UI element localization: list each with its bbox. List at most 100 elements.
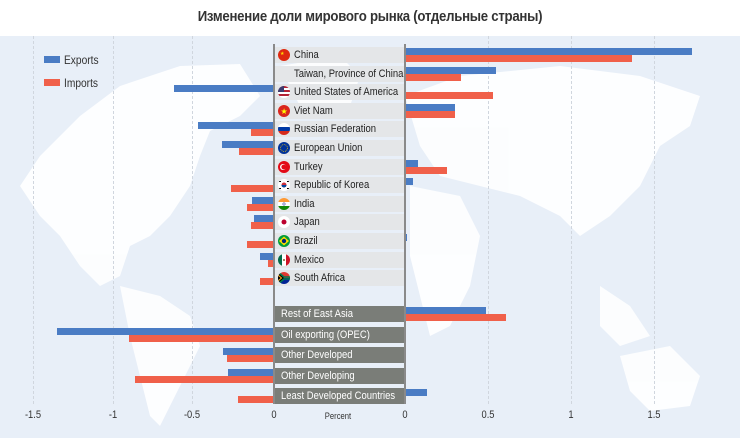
exports-bar-other-developing <box>228 368 273 376</box>
category-label-row: Least Developed Countries <box>275 388 405 405</box>
imports-bar-brazil <box>247 241 273 248</box>
category-label-row: Other Developed <box>275 347 405 364</box>
tick-right-1: 1 <box>568 409 574 421</box>
plot-area: Exports Imports ★ China Taiwan, Province o… <box>0 36 740 438</box>
category-label-row: ★ Viet Nam <box>275 102 405 119</box>
exports-bar-turkey <box>405 159 419 167</box>
category-label: Japan <box>294 216 320 229</box>
imports-bar-viet-nam <box>405 110 455 118</box>
legend-exports: Exports <box>44 48 105 71</box>
category-label: Least Developed Countries <box>281 390 396 403</box>
category-label-row: India <box>275 195 405 212</box>
south-africa-flag-icon <box>278 272 290 285</box>
category-label-row: Japan <box>275 214 405 231</box>
tick-left-0: 0 <box>271 409 277 421</box>
category-label: Taiwan, Province of China <box>294 67 404 80</box>
imports-bar-india <box>247 203 273 211</box>
legend-imports-label: Imports <box>64 75 99 90</box>
category-label: China <box>294 49 319 61</box>
category-label-row: Other Developing <box>275 367 405 384</box>
japan-flag-icon <box>278 216 290 229</box>
vietnam-flag-icon: ★ <box>278 104 290 117</box>
category-label-row: Rest of East Asia <box>275 306 405 322</box>
category-label-row: Turkey <box>275 158 405 175</box>
chart-title: Изменение доли мирового рынка (отдельные… <box>197 8 543 25</box>
category-label-row: European Union <box>275 140 405 156</box>
imports-bar-japan <box>250 222 273 230</box>
world-map-background <box>20 56 700 426</box>
imports-bar-russian-federation <box>250 129 273 137</box>
gridline-right-1.5 <box>654 36 655 404</box>
imports-bar-european-union <box>239 148 273 155</box>
tick-right-0.5: 0.5 <box>481 409 495 421</box>
exports-bar-mexico <box>260 252 273 260</box>
category-label-row: United States of America <box>275 84 405 101</box>
category-label-row: Mexico <box>275 251 405 268</box>
legend: Exports Imports <box>44 48 105 94</box>
category-label: India <box>294 197 315 210</box>
turkey-flag-icon <box>278 160 290 173</box>
category-label: Rest of East Asia <box>281 308 354 320</box>
x-axis-label: Percent <box>324 411 352 421</box>
mexico-flag-icon <box>278 253 290 266</box>
gridline-right-0.5 <box>488 36 489 404</box>
usa-flag-icon <box>278 86 290 99</box>
imports-bar-taiwan-province-of-china <box>405 73 462 81</box>
category-label-row: Republic of Korea <box>275 177 405 194</box>
tick-left--1: -1 <box>108 409 118 421</box>
gridline-left--1 <box>113 36 114 404</box>
category-label: Viet Nam <box>294 104 333 117</box>
imports-bar-china <box>405 55 633 62</box>
category-label-row: South Africa <box>275 270 405 287</box>
category-label-row: Oil exporting (OPEC) <box>275 326 405 343</box>
exports-bar-least-developed-countries <box>405 389 427 397</box>
svg-text:★: ★ <box>281 107 288 116</box>
left-zero-axis <box>273 44 275 404</box>
legend-imports: Imports <box>44 71 105 94</box>
legend-exports-label: Exports <box>64 52 99 67</box>
exports-bar-viet-nam <box>405 103 455 111</box>
category-label: Russian Federation <box>294 123 377 136</box>
category-label-row: Russian Federation <box>275 121 405 138</box>
russia-flag-icon <box>278 123 290 136</box>
category-label-row: Taiwan, Province of China <box>275 65 405 82</box>
category-label: Other Developed <box>281 349 353 362</box>
category-label-row: Brazil <box>275 233 405 249</box>
brazil-flag-icon <box>278 235 290 247</box>
exports-swatch <box>44 56 60 63</box>
india-flag-icon <box>278 197 290 210</box>
tick-left--1.5: -1.5 <box>24 409 42 421</box>
category-label: Other Developing <box>281 369 355 382</box>
category-label: Brazil <box>294 235 318 247</box>
exports-bar-oil-exporting-opec- <box>57 327 273 335</box>
imports-bar-least-developed-countries <box>237 396 273 404</box>
exports-bar-russian-federation <box>197 122 273 130</box>
imports-bar-rest-of-east-asia <box>405 314 507 321</box>
china-flag-icon: ★ <box>278 49 290 61</box>
tick-right-0: 0 <box>402 409 408 421</box>
category-label: United States of America <box>294 86 399 99</box>
exports-bar-republic-of-korea <box>405 178 414 186</box>
category-label-row: ★ China <box>275 47 405 63</box>
exports-bar-china <box>405 48 693 55</box>
category-label: Mexico <box>294 253 324 266</box>
gridline-left--0.5 <box>192 36 193 404</box>
exports-bar-india <box>252 196 273 204</box>
eu-flag-icon <box>278 142 290 154</box>
exports-bar-european-union <box>221 141 273 148</box>
imports-bar-turkey <box>405 166 447 174</box>
imports-bar-republic-of-korea <box>231 185 273 193</box>
exports-bar-japan <box>253 215 273 223</box>
gridline-right-1 <box>571 36 572 404</box>
category-label: Oil exporting (OPEC) <box>281 328 370 341</box>
imports-bar-south-africa <box>260 278 273 286</box>
category-label: Republic of Korea <box>294 179 370 192</box>
svg-text:★: ★ <box>280 51 285 57</box>
imports-bar-oil-exporting-opec- <box>129 334 273 342</box>
category-label: South Africa <box>294 272 346 285</box>
korea-flag-icon <box>278 179 290 192</box>
imports-bar-other-developed <box>226 355 273 363</box>
imports-swatch <box>44 79 60 86</box>
exports-bar-taiwan-province-of-china <box>405 66 497 74</box>
tick-left--0.5: -0.5 <box>183 409 201 421</box>
